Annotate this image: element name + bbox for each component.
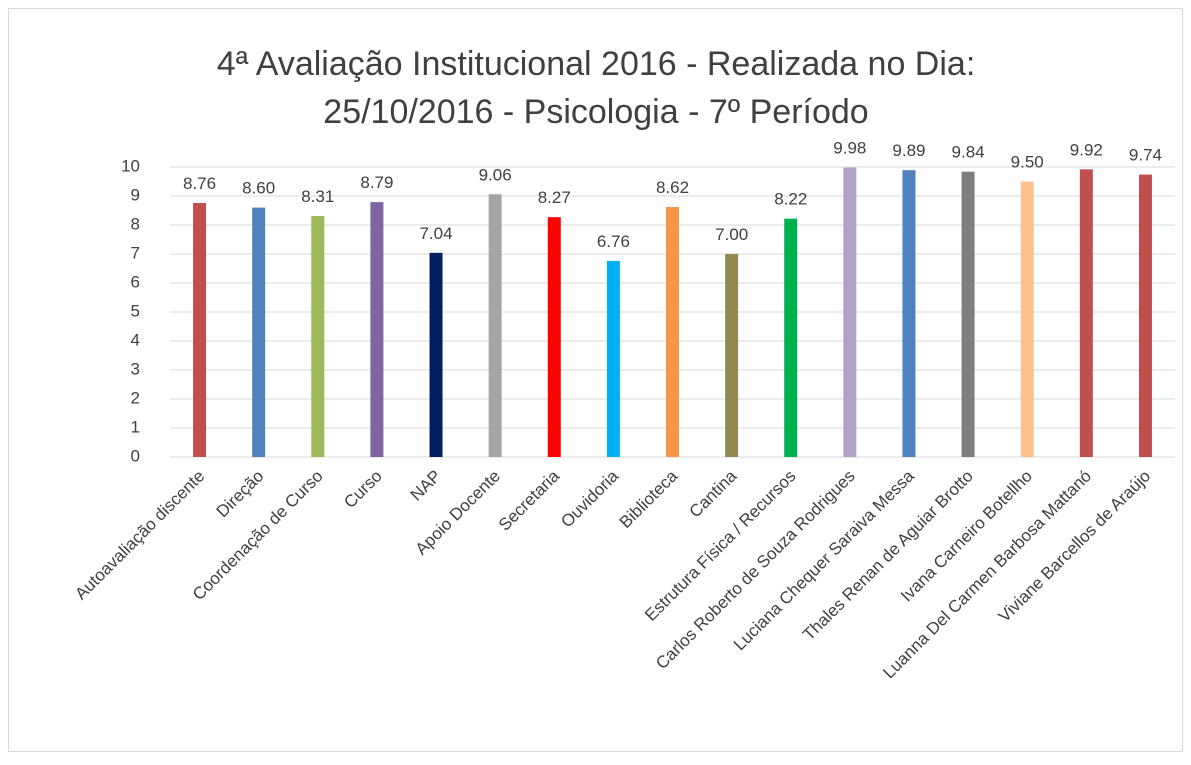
data-label: 9.74	[1129, 146, 1162, 165]
bar	[488, 194, 502, 457]
bar	[311, 216, 325, 457]
y-tick-label: 10	[121, 156, 140, 175]
y-tick-label: 8	[131, 214, 140, 233]
y-tick-label: 3	[131, 359, 140, 378]
data-label: 6.76	[597, 232, 630, 251]
y-tick-label: 1	[131, 417, 140, 436]
data-label: 7.00	[715, 225, 748, 244]
data-label: 8.60	[242, 179, 275, 198]
bar	[606, 260, 620, 457]
bar	[1138, 174, 1152, 458]
bar	[843, 167, 857, 457]
bar	[429, 252, 443, 457]
data-label: 9.98	[833, 139, 866, 158]
y-tick-label: 0	[131, 446, 140, 465]
y-tick-label: 5	[131, 301, 140, 320]
data-label: 9.50	[1011, 153, 1044, 172]
data-label: 8.76	[183, 174, 216, 193]
data-label: 9.84	[952, 143, 985, 162]
bar	[370, 202, 384, 457]
bar	[784, 218, 798, 457]
chart-title: 4ª Avaliação Institucional 2016 - Realiz…	[217, 45, 976, 83]
bar	[1079, 169, 1093, 457]
y-tick-label: 7	[131, 243, 140, 262]
data-label: 8.22	[774, 190, 807, 209]
data-label: 8.27	[538, 188, 571, 207]
bar	[902, 170, 916, 457]
data-label: 8.31	[301, 187, 334, 206]
bar	[547, 217, 561, 457]
y-tick-label: 9	[131, 185, 140, 204]
data-label: 9.92	[1070, 140, 1103, 159]
y-tick-label: 2	[131, 388, 140, 407]
bar	[1020, 181, 1034, 457]
data-label: 8.79	[360, 173, 393, 192]
data-label: 8.62	[656, 178, 689, 197]
data-label: 9.06	[479, 165, 512, 184]
chart-title: 25/10/2016 - Psicologia - 7º Período	[323, 93, 868, 131]
bar	[725, 254, 739, 457]
data-label: 7.04	[419, 224, 452, 243]
bar	[961, 171, 975, 457]
bar	[193, 202, 207, 457]
data-label: 9.89	[892, 141, 925, 160]
bar	[666, 207, 679, 457]
bar	[252, 207, 266, 457]
y-tick-label: 4	[131, 330, 140, 349]
y-tick-label: 6	[131, 272, 140, 291]
